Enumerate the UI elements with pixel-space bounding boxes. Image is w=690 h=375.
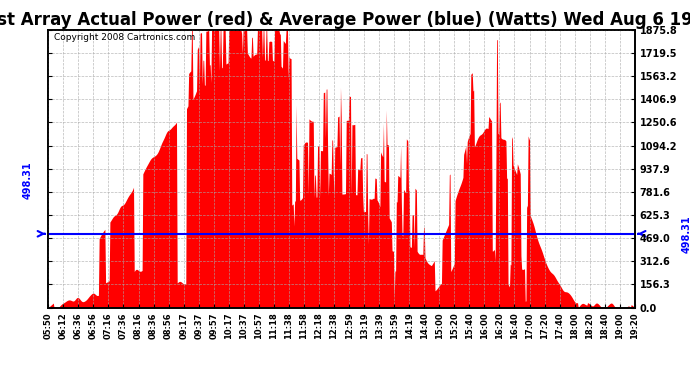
Text: 498.31: 498.31 xyxy=(682,215,690,253)
Text: Copyright 2008 Cartronics.com: Copyright 2008 Cartronics.com xyxy=(55,33,195,42)
Text: West Array Actual Power (red) & Average Power (blue) (Watts) Wed Aug 6 19:57: West Array Actual Power (red) & Average … xyxy=(0,11,690,29)
Text: 498.31: 498.31 xyxy=(23,161,32,199)
